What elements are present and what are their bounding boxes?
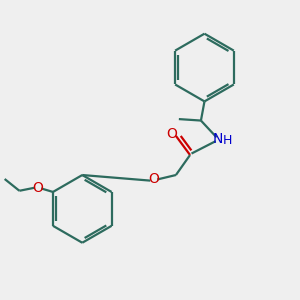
Text: O: O: [32, 181, 43, 195]
Text: N: N: [213, 132, 223, 146]
Text: O: O: [167, 127, 177, 141]
Text: H: H: [223, 134, 232, 147]
Text: O: O: [148, 172, 159, 186]
